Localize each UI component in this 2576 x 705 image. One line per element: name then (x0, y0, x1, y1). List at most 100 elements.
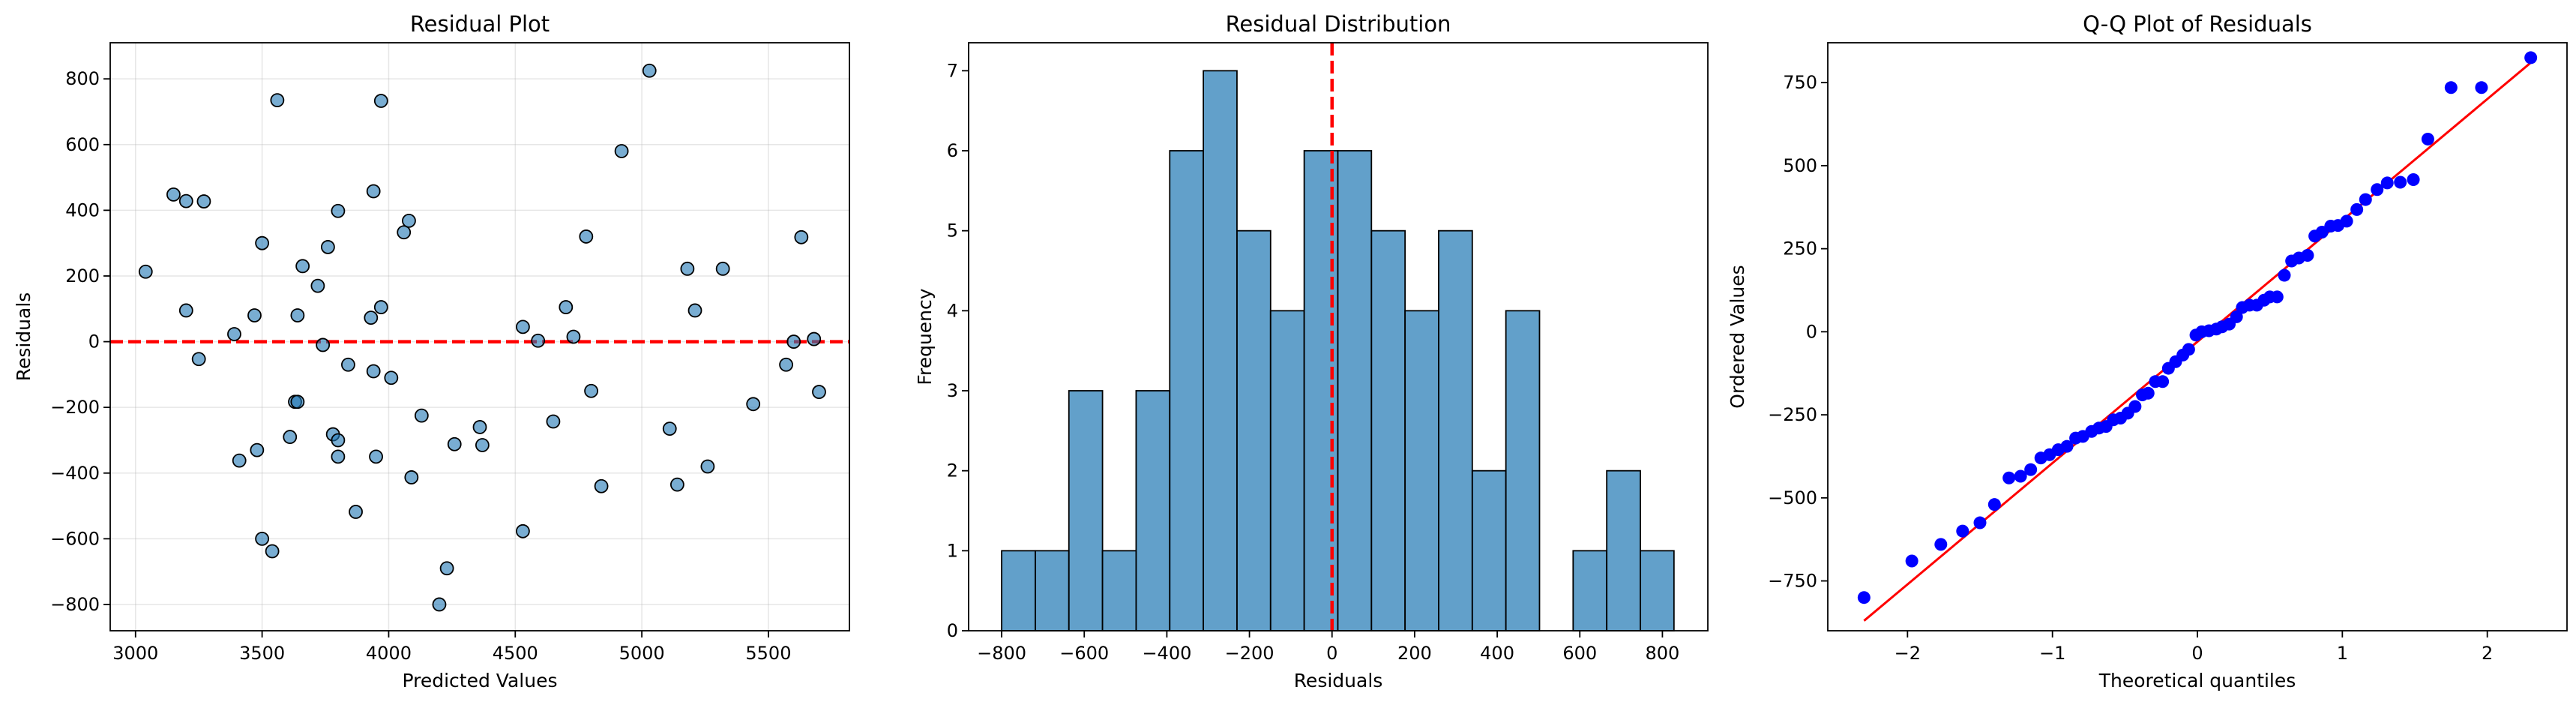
residual-distribution-y-axis-label: Frequency (914, 288, 936, 385)
qq-plot-x-axis-label: Theoretical quantiles (2098, 670, 2296, 692)
residual-point (384, 370, 399, 386)
residual-point (373, 300, 388, 314)
residual-distribution-x-tick-label: 200 (1397, 643, 1432, 664)
residual-point (290, 308, 305, 322)
residual-distribution-y-tick-label: 7 (947, 60, 958, 81)
residual-point (546, 414, 561, 429)
qq-plot-y-tick-label: −250 (1768, 404, 1817, 425)
qq-plot-y-tick-label: 750 (1783, 72, 1817, 93)
residual-distribution-y-tick-label: 2 (947, 460, 958, 482)
histogram-bar (1236, 230, 1272, 632)
qq-plot-x-tick-label: −1 (2039, 643, 2065, 664)
residual-plot-x-tick-label: 3500 (239, 643, 285, 664)
residual-point (364, 310, 379, 325)
qq-point (1934, 538, 1948, 551)
residual-point (373, 94, 388, 108)
qq-point (2444, 81, 2458, 94)
residual-point (807, 332, 822, 346)
residual-plot-panel: Residual Plot 3000 3500 4000 4500 5000 5500 −… (13, 11, 850, 692)
qq-point (2060, 440, 2074, 453)
residual-distribution-x-tick-label: 800 (1646, 643, 1680, 664)
residual-point (232, 453, 247, 468)
residual-point (662, 422, 677, 436)
residual-plot-y-tick-label: −400 (50, 463, 100, 484)
residual-distribution-x-tick-label: 400 (1480, 643, 1514, 664)
qq-point (1905, 554, 1919, 568)
residual-distribution-x-tick-label: −400 (1142, 643, 1191, 664)
qq-point (2340, 214, 2353, 228)
residual-plot-y-tick-label: 200 (65, 266, 100, 286)
residual-distribution-x-tick-label: 0 (1326, 643, 1337, 664)
residual-distribution-y-tick-label: 1 (947, 540, 958, 561)
residual-plot-y-tick-label: −200 (50, 397, 100, 418)
residual-point (432, 597, 447, 612)
residual-point (404, 470, 419, 484)
residual-plot-y-tick-label: 800 (65, 68, 100, 89)
qq-plot-x-tick-label: 0 (2191, 643, 2203, 664)
residual-point (531, 333, 546, 348)
residual-point (559, 300, 574, 314)
residual-distribution-title: Residual Distribution (1226, 11, 1451, 37)
residual-point (247, 308, 262, 322)
residual-distribution-x-axis-label: Residuals (1294, 670, 1383, 692)
qq-point (2475, 81, 2488, 94)
qq-plot-x-tick-label: 1 (2337, 643, 2348, 664)
residual-point (255, 531, 270, 546)
residual-point (191, 352, 206, 367)
residual-point (270, 93, 285, 108)
qq-point (1956, 524, 1969, 538)
histogram-bar (1269, 310, 1305, 632)
histogram-bar (1370, 230, 1406, 632)
qq-plot-points (1857, 51, 2538, 604)
qq-point (1973, 516, 1987, 530)
residual-point (166, 187, 181, 202)
qq-point (2394, 176, 2407, 189)
residual-point (516, 320, 530, 334)
qq-reference-line (1863, 62, 2532, 622)
histogram-bar (1001, 550, 1036, 632)
residual-point (331, 203, 346, 218)
qq-point (1857, 591, 1871, 604)
residual-plot-y-tick-label: 400 (65, 200, 100, 220)
residual-plot-y-tick-label: 0 (88, 332, 100, 352)
qq-plot-fit-line (1863, 62, 2532, 622)
residual-point (472, 420, 487, 434)
residual-plot-y-ticks: −800 −600 −400 −200 0 200 400 600 800 (50, 68, 110, 615)
qq-plot-y-tick-label: −500 (1768, 488, 1817, 508)
residual-point (812, 385, 826, 399)
residual-point (786, 334, 801, 349)
residual-distribution-y-tick-label: 4 (947, 300, 958, 321)
residual-plot-x-tick-label: 5500 (745, 643, 791, 664)
residual-plot-x-tick-label: 4000 (366, 643, 412, 664)
residual-point (794, 230, 809, 244)
residual-point (475, 438, 490, 452)
residual-plot-x-ticks: 3000 3500 4000 4500 5000 5500 (112, 631, 791, 664)
qq-plot-y-tick-label: −750 (1768, 571, 1817, 592)
qq-point (2371, 183, 2384, 196)
histogram-bar (1404, 310, 1439, 632)
histogram-bar (1135, 390, 1171, 632)
qq-point (2380, 176, 2394, 190)
qq-point (2270, 290, 2284, 304)
residual-point (283, 430, 298, 444)
residual-plot-axes-frame (109, 42, 850, 632)
residual-point (196, 194, 211, 208)
histogram-bar (1505, 310, 1541, 632)
histogram-bar (1101, 550, 1137, 632)
residual-distribution-panel: Residual Distribution −800 −600 −400 −200 0 2… (914, 11, 1709, 692)
histogram-bar (1606, 470, 1641, 632)
residual-plot-x-tick-label: 4500 (493, 643, 538, 664)
qq-point (2278, 268, 2291, 282)
residual-plot-x-tick-label: 5000 (619, 643, 665, 664)
residual-point (447, 436, 462, 452)
qq-plot-x-tick-label: −2 (1895, 643, 1921, 664)
residual-point (138, 264, 153, 279)
qq-point (2182, 343, 2195, 356)
residual-point (320, 240, 335, 254)
residual-point (397, 225, 412, 240)
qq-point (2421, 132, 2434, 146)
qq-point (2301, 248, 2314, 262)
residual-point (255, 236, 270, 250)
histogram-bar (1640, 550, 1675, 632)
